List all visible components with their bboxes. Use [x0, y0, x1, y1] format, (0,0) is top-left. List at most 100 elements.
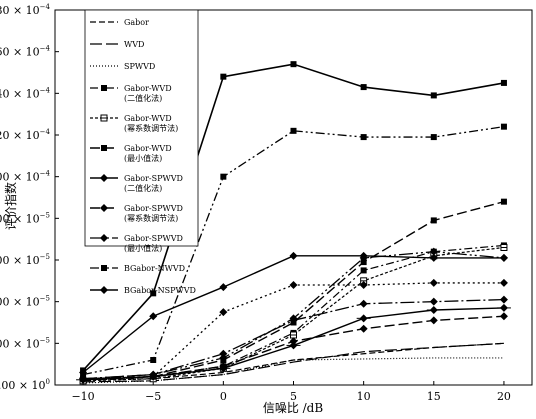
data-point — [429, 253, 438, 262]
data-point — [219, 362, 228, 371]
data-point — [359, 324, 368, 333]
series-layer — [76, 61, 511, 385]
data-point — [500, 244, 508, 251]
data-point — [219, 283, 228, 292]
legend-entry: BGabor-NWVD — [90, 264, 185, 273]
legend-label: Gabor-WVD (二值化法) — [124, 84, 172, 103]
legend-entry: Gabor-WVD (二值化法) — [90, 84, 172, 103]
data-point — [219, 349, 228, 358]
data-point — [289, 281, 298, 289]
data-point — [496, 303, 511, 312]
data-point — [360, 267, 367, 274]
series-11 — [79, 278, 508, 383]
y-tick-label: 4.00 × 10−5 — [0, 295, 50, 309]
legend-marker — [101, 265, 107, 271]
x-tick-label: −5 — [145, 390, 161, 403]
data-point — [500, 79, 507, 86]
x-tick-label: 20 — [497, 390, 511, 403]
legend-label: Gabor — [124, 18, 149, 27]
series-14 — [79, 251, 508, 377]
x-tick-label: 10 — [357, 390, 371, 403]
legend-label: Gabor-SPWVD (最小值法) — [124, 234, 183, 253]
y-tick-label: 1.40 × 10−4 — [0, 86, 51, 100]
legend-marker — [100, 114, 108, 122]
data-point — [219, 353, 228, 362]
y-tick-label: 2.00 × 10−5 — [0, 336, 50, 350]
y-axis-label: 评价指数 — [3, 182, 18, 230]
data-point — [360, 259, 367, 266]
data-point — [360, 134, 367, 141]
y-tick-label: 1.20 × 10−4 — [0, 128, 51, 142]
data-point — [500, 198, 507, 205]
legend-marker — [100, 204, 108, 212]
data-point — [150, 290, 157, 297]
data-point — [290, 61, 297, 68]
data-point — [220, 173, 227, 180]
x-tick-label: −10 — [71, 390, 94, 403]
data-point — [429, 278, 438, 287]
y-tick-label: 1.00 × 10−4 — [0, 170, 51, 184]
legend: Gabor WVD SPWVD Gabor-WVD (二值化法) Gabor-WVD (幂系… — [90, 18, 196, 295]
data-point — [289, 314, 298, 323]
data-point — [79, 368, 88, 377]
data-point — [430, 92, 437, 99]
data-point — [499, 312, 508, 321]
data-point — [359, 281, 368, 289]
legend-marker — [100, 234, 108, 242]
x-tick-label: 15 — [427, 390, 441, 403]
legend-label: WVD — [124, 40, 144, 49]
data-point — [149, 372, 158, 381]
legend-label: SPWVD — [124, 62, 155, 71]
legend-label: Gabor-WVD (最小值法) — [124, 144, 172, 163]
data-point — [429, 297, 438, 306]
legend-label: BGabor-NSPWVD — [124, 286, 196, 295]
axis-ticks: −10 −5 0 5 10 15 20 0.00 × 100 2.00 × 10−5 4.00 ×… — [0, 3, 511, 403]
x-axis-label: 信噪比 /dB — [263, 401, 324, 415]
legend-entry: Gabor-WVD (最小值法) — [90, 144, 172, 163]
data-point — [289, 337, 298, 346]
y-tick-label: 1.60 × 10−4 — [0, 45, 51, 59]
data-point — [430, 134, 437, 141]
data-point — [219, 308, 228, 317]
data-point — [426, 306, 441, 314]
data-point — [360, 84, 367, 91]
legend-entry: Gabor-SPWVD (最小值法) — [90, 234, 183, 253]
data-point — [289, 251, 298, 260]
data-point — [286, 341, 301, 350]
data-point — [290, 127, 297, 134]
x-tick-label: 0 — [220, 390, 227, 403]
legend-entry: Gabor-SPWVD (幂系数调节法) — [90, 204, 183, 223]
data-point — [359, 299, 368, 308]
data-point — [499, 253, 508, 262]
legend-label: Gabor-SPWVD (幂系数调节法) — [124, 204, 183, 223]
data-point — [499, 295, 508, 304]
legend-label: Gabor-SPWVD (二值化法) — [124, 174, 183, 193]
data-point — [220, 73, 227, 80]
legend-entry: Gabor-SPWVD (二值化法) — [90, 174, 183, 193]
legend-marker — [101, 145, 107, 151]
data-point — [429, 316, 438, 325]
data-point — [430, 217, 437, 224]
y-tick-label: 1.80 × 10−4 — [0, 3, 51, 17]
legend-entry: Gabor — [90, 18, 149, 27]
legend-entry: BGabor-NSPWVD — [90, 286, 196, 295]
data-point — [149, 312, 158, 321]
legend-marker — [100, 286, 108, 294]
data-point — [359, 251, 368, 260]
data-point — [150, 357, 157, 363]
legend-marker — [97, 174, 111, 182]
data-point — [500, 123, 507, 130]
legend-label: BGabor-NWVD — [124, 264, 185, 273]
legend-label: Gabor-WVD (幂系数调节法) — [124, 114, 178, 133]
data-point — [290, 331, 297, 339]
legend-entry: SPWVD — [90, 62, 155, 71]
x-tick-label: 5 — [290, 390, 297, 403]
legend-marker — [101, 85, 107, 91]
data-point — [429, 247, 438, 256]
series-line — [82, 255, 504, 374]
data-point — [499, 278, 508, 287]
data-point — [356, 314, 371, 323]
y-tick-label: 0.00 × 100 — [0, 378, 50, 392]
y-tick-label: 6.00 × 10−5 — [0, 253, 50, 267]
